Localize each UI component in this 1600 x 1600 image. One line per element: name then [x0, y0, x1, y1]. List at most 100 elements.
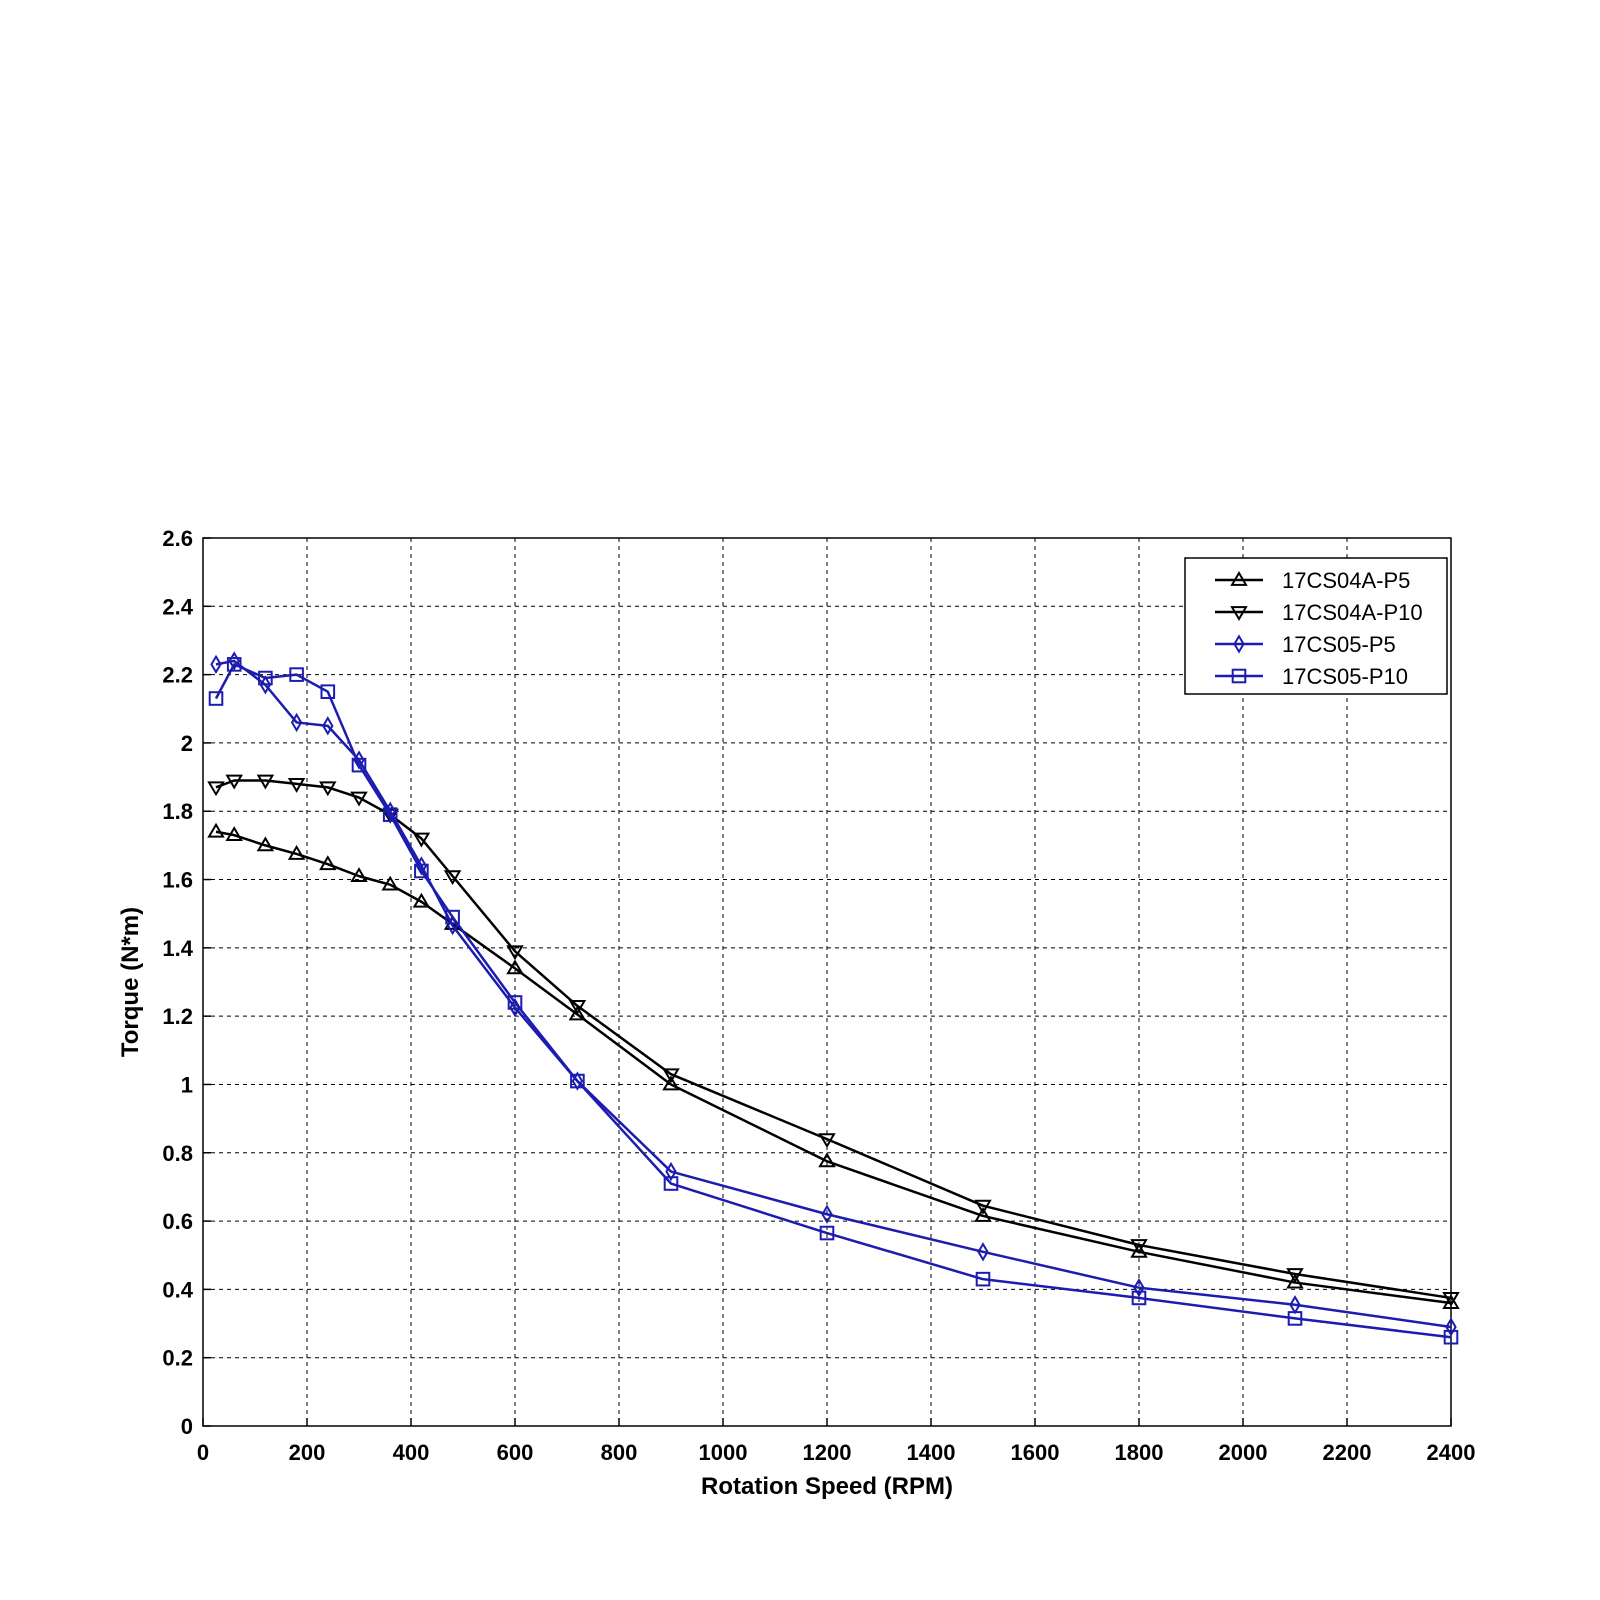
data-point: [1287, 1311, 1303, 1326]
data-point: [287, 778, 306, 793]
data-point: [818, 1133, 836, 1149]
y-tick-label: 1.4: [162, 936, 193, 961]
data-point: [818, 1152, 836, 1168]
data-point: [225, 774, 243, 790]
data-point: [975, 1271, 991, 1287]
x-tick-label: 800: [601, 1440, 638, 1465]
x-tick-label: 0: [197, 1440, 209, 1465]
y-tick-label: 0.8: [162, 1141, 193, 1166]
data-point: [443, 870, 462, 886]
data-point: [1286, 1273, 1304, 1289]
data-point: [819, 1225, 835, 1241]
data-point: [319, 781, 337, 797]
data-point: [1442, 1294, 1460, 1309]
data-point: [1130, 1242, 1148, 1258]
data-point: [319, 855, 337, 871]
data-point: [1445, 1317, 1457, 1337]
x-tick-label: 1400: [907, 1440, 956, 1465]
series-line: [214, 663, 1452, 1339]
y-tick-label: 2.4: [162, 594, 193, 619]
data-point: [506, 945, 524, 961]
data-point: [507, 995, 523, 1010]
data-point: [821, 1204, 833, 1224]
data-point: [663, 1176, 679, 1191]
x-tick-label: 2000: [1219, 1440, 1268, 1465]
data-point: [1442, 1292, 1460, 1307]
axis-ticks: 0 200 400 600 800 1000 1200 1400 1600 1800 2000 220…: [162, 526, 1475, 1465]
x-tick-label: 1800: [1115, 1440, 1164, 1465]
legend-entry: 17CS05-P10: [1215, 664, 1408, 689]
data-point: [665, 1161, 677, 1182]
legend-label: 17CS04A-P10: [1282, 600, 1423, 625]
data-point: [259, 675, 272, 695]
data-point: [977, 1242, 989, 1262]
y-tick-label: 1.8: [162, 799, 193, 824]
legend-entry: 17CS04A-P5: [1215, 568, 1410, 593]
legend-marker: [1230, 571, 1248, 586]
legend-entry: 17CS05-P5: [1215, 632, 1396, 657]
y-tick-label: 1.6: [162, 868, 193, 893]
data-point: [662, 1068, 680, 1084]
x-tick-label: 1600: [1011, 1440, 1060, 1465]
data-point: [287, 844, 306, 860]
data-point: [568, 1005, 587, 1021]
y-tick-label: 1: [181, 1072, 193, 1097]
data-point: [1286, 1268, 1304, 1283]
x-tick-label: 1000: [699, 1440, 748, 1465]
data-point: [414, 863, 429, 879]
legend-marker: [1231, 668, 1247, 684]
data-point: [1131, 1290, 1147, 1306]
data-point: [290, 712, 303, 733]
data-point: [207, 781, 225, 797]
data-point: [412, 832, 431, 848]
y-tick-label: 0.4: [162, 1277, 193, 1302]
data-point: [974, 1206, 992, 1222]
x-tick-label: 2200: [1323, 1440, 1372, 1465]
data-point: [974, 1199, 992, 1215]
legend-marker: [1230, 606, 1248, 621]
data-point: [382, 807, 398, 822]
data-point: [568, 1000, 587, 1015]
data-point: [381, 875, 399, 891]
data-point: [1133, 1278, 1145, 1298]
data-point: [506, 959, 524, 975]
data-point: [412, 892, 431, 908]
legend-entry: 17CS04A-P10: [1215, 600, 1423, 625]
data-point: [1443, 1329, 1459, 1345]
data-point: [351, 757, 367, 773]
legend-label: 17CS04A-P5: [1282, 568, 1410, 593]
data-point: [210, 654, 222, 675]
data-point: [208, 691, 224, 706]
y-tick-label: 0.6: [162, 1209, 193, 1234]
data-point: [570, 1073, 585, 1089]
legend-marker: [1233, 634, 1245, 654]
series-layer: [207, 651, 1460, 1345]
y-tick-label: 0.2: [162, 1346, 193, 1371]
legend: 17CS04A-P5 17CS04A-P10 17CS05-P5 17CS05-P10: [1184, 557, 1448, 695]
y-tick-label: 2: [181, 731, 193, 756]
x-tick-label: 600: [497, 1440, 534, 1465]
y-axis-label: Torque (N*m): [117, 907, 144, 1057]
data-point: [258, 670, 273, 686]
data-point: [350, 867, 368, 883]
data-point: [256, 836, 275, 852]
data-point: [207, 822, 225, 838]
x-tick-label: 200: [289, 1440, 326, 1465]
x-tick-label: 400: [393, 1440, 430, 1465]
data-point: [226, 657, 242, 672]
x-axis-label: Rotation Speed (RPM): [701, 1473, 953, 1500]
data-point: [445, 909, 460, 925]
y-tick-label: 1.2: [162, 1004, 193, 1029]
data-point: [256, 774, 275, 790]
data-point: [662, 1075, 680, 1091]
data-point: [350, 791, 368, 807]
y-tick-label: 2.6: [162, 526, 193, 551]
data-point: [1130, 1239, 1148, 1254]
series-17CS05-P10: [208, 657, 1459, 1345]
series-line: [215, 779, 1452, 1300]
x-tick-label: 2400: [1427, 1440, 1476, 1465]
legend-label: 17CS05-P5: [1282, 632, 1396, 657]
